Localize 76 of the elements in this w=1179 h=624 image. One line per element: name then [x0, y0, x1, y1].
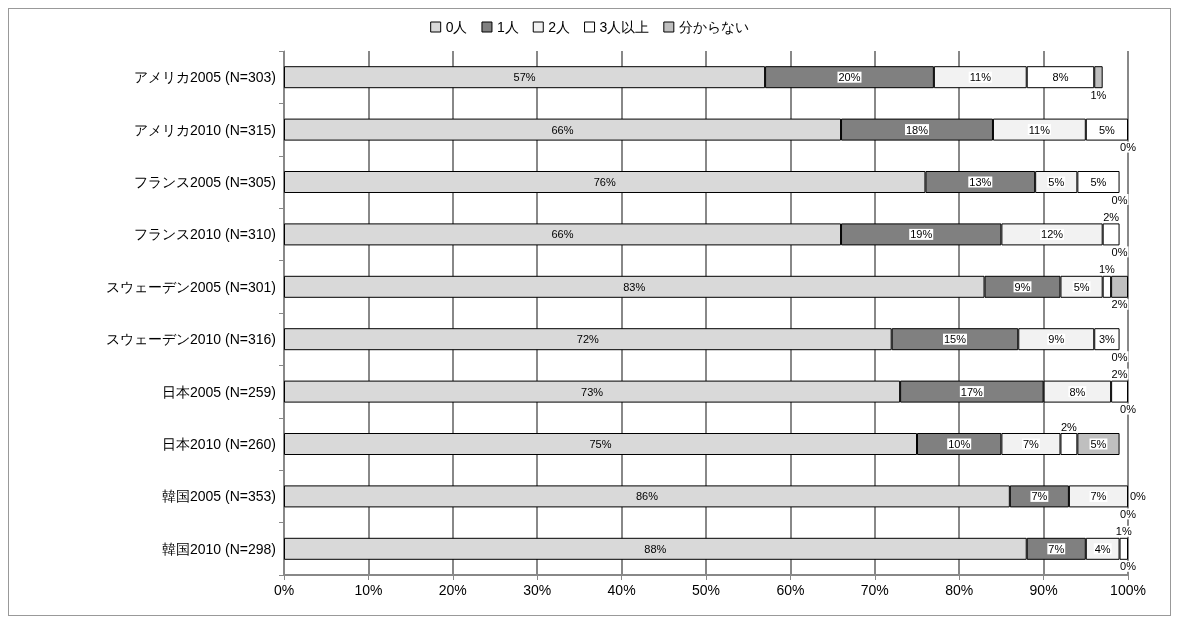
- legend-label: 1人: [496, 19, 519, 35]
- data-label: 83%: [623, 280, 646, 293]
- data-label: 15%: [943, 333, 967, 346]
- x-tick-label: 80%: [945, 582, 974, 598]
- data-label: 1%: [1090, 88, 1107, 101]
- data-label: 7%: [1090, 490, 1107, 503]
- data-label: 8%: [1069, 385, 1086, 398]
- y-tick-label: 日本2010 (N=260): [161, 436, 276, 452]
- data-label: 0%: [1120, 403, 1137, 416]
- data-label: 20%: [838, 71, 861, 84]
- data-label: 73%: [581, 385, 604, 398]
- data-label: 10%: [948, 438, 971, 450]
- data-label: 0%: [1111, 193, 1128, 206]
- y-tick-label: 日本2005 (N=259): [161, 383, 276, 400]
- data-label: 5%: [1073, 280, 1090, 293]
- data-label: 5%: [1098, 123, 1116, 136]
- x-tick-label: 40%: [607, 582, 636, 598]
- y-tick-label: スウェーデン2010 (N=316): [105, 331, 276, 348]
- legend-label: 分からない: [678, 19, 749, 35]
- data-label: 12%: [1041, 228, 1064, 241]
- data-label: 1%: [1098, 263, 1116, 276]
- data-label: 72%: [576, 333, 600, 346]
- data-label: 0%: [1130, 490, 1147, 503]
- data-label: 5%: [1090, 176, 1107, 188]
- data-label: 11%: [1028, 123, 1051, 136]
- y-tick-label: 韓国2005 (N=353): [161, 488, 276, 505]
- data-label: 0%: [1120, 560, 1137, 573]
- data-label: 1%: [1115, 525, 1132, 538]
- data-label: 8%: [1052, 71, 1069, 84]
- legend-label: 2人: [548, 19, 571, 35]
- x-tick-label: 90%: [1029, 582, 1058, 598]
- x-tick-label: 70%: [860, 582, 889, 598]
- data-label: 11%: [969, 71, 992, 84]
- y-tick-label: スウェーデン2005 (N=301): [105, 278, 276, 295]
- data-label: 2%: [1103, 210, 1120, 223]
- data-label: 66%: [551, 123, 574, 136]
- data-label: 66%: [551, 228, 574, 241]
- data-label: 0%: [1111, 245, 1128, 258]
- data-label: 0%: [1120, 507, 1137, 520]
- legend-label: 3人以上: [599, 19, 650, 35]
- data-label: 4%: [1094, 542, 1111, 555]
- data-label: 2%: [1060, 420, 1078, 433]
- y-tick-label: フランス2010 (N=310): [133, 226, 276, 243]
- data-label: 18%: [905, 123, 929, 136]
- y-tick-label: アメリカ2005 (N=303): [133, 69, 276, 86]
- data-label: 7%: [1031, 490, 1048, 503]
- legend-label: 0人: [445, 19, 468, 35]
- data-label: 9%: [1048, 333, 1065, 346]
- y-tick-label: 韓国2010 (N=298): [161, 540, 276, 557]
- data-label: 0%: [1111, 350, 1128, 363]
- data-label: 57%: [513, 71, 536, 84]
- data-label: 9%: [1014, 280, 1031, 293]
- data-label: 19%: [910, 228, 933, 241]
- x-tick-label: 0%: [273, 582, 295, 598]
- data-label: 2%: [1111, 298, 1128, 311]
- data-label: 7%: [1022, 438, 1040, 450]
- data-label: 76%: [593, 176, 616, 188]
- data-label: 86%: [635, 490, 659, 503]
- data-label: 75%: [589, 438, 612, 450]
- x-tick-label: 30%: [523, 582, 552, 598]
- x-tick-label: 50%: [691, 582, 721, 598]
- data-label: 13%: [969, 176, 992, 188]
- data-label: 5%: [1048, 176, 1065, 188]
- data-label: 7%: [1048, 542, 1065, 555]
- y-tick-label: フランス2005 (N=305): [133, 174, 276, 190]
- data-label: 0%: [1120, 141, 1137, 154]
- y-tick-label: アメリカ2010 (N=315): [133, 121, 276, 138]
- x-tick-label: 60%: [776, 582, 805, 598]
- x-tick-label: 100%: [1110, 582, 1146, 598]
- data-label: 5%: [1090, 438, 1107, 450]
- data-label: 88%: [644, 542, 667, 555]
- data-label: 17%: [960, 385, 984, 398]
- x-tick-label: 10%: [354, 582, 383, 598]
- x-tick-label: 20%: [438, 582, 467, 598]
- data-label: 2%: [1111, 368, 1128, 381]
- data-label: 3%: [1098, 333, 1116, 346]
